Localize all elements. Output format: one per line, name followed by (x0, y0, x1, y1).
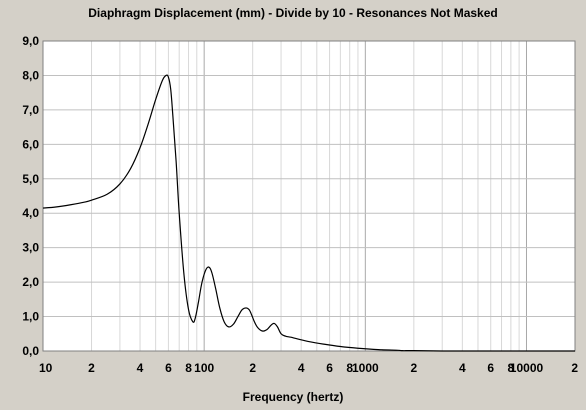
x-tick-label: 4 (459, 361, 466, 375)
x-tick-label: 10 (39, 361, 53, 375)
y-tick-label: 0,0 (22, 344, 39, 358)
y-tick-label: 6,0 (22, 137, 39, 151)
plot-frame (42, 40, 576, 352)
y-tick-label: 3,0 (22, 241, 39, 255)
x-tick-label: 2 (410, 361, 417, 375)
y-tick-label: 1,0 (22, 310, 39, 324)
x-tick-label: 6 (326, 361, 333, 375)
x-tick-label: 8 (346, 361, 353, 375)
x-tick-label: 4 (137, 361, 144, 375)
y-tick-label: 2,0 (22, 275, 39, 289)
x-tick-label: 2 (571, 361, 578, 375)
y-tick-label: 5,0 (22, 172, 39, 186)
x-tick-label: 6 (487, 361, 494, 375)
y-tick-label: 4,0 (22, 206, 39, 220)
y-tick-label: 7,0 (22, 103, 39, 117)
x-tick-label: 2 (249, 361, 256, 375)
x-tick-label: 1000 (352, 361, 379, 375)
chart-title: Diaphragm Displacement (mm) - Divide by … (88, 6, 498, 20)
x-tick-label: 10000 (510, 361, 544, 375)
y-tick-label: 9,0 (22, 34, 39, 48)
y-tick-label: 8,0 (22, 68, 39, 82)
x-tick-label: 6 (165, 361, 172, 375)
x-tick-label: 2 (88, 361, 95, 375)
x-axis-label: Frequency (hertz) (242, 390, 344, 404)
x-tick-label: 8 (185, 361, 192, 375)
x-tick-label: 4 (298, 361, 305, 375)
x-tick-label: 100 (194, 361, 214, 375)
x-tick-label: 8 (508, 361, 515, 375)
plot-area (43, 41, 575, 351)
series-line (42, 74, 575, 352)
